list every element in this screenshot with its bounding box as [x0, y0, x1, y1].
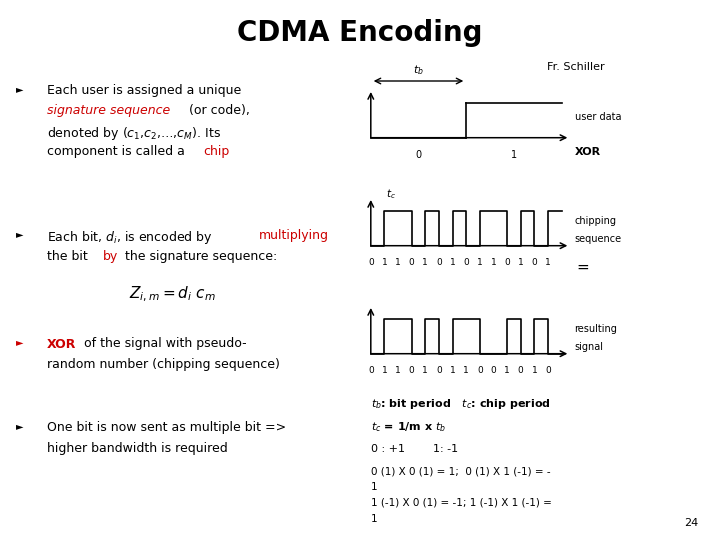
Text: 0: 0 — [436, 366, 442, 375]
Text: 1: 1 — [477, 258, 482, 267]
Text: $t_c$: $t_c$ — [386, 187, 396, 201]
Text: One bit is now sent as multiple bit =>: One bit is now sent as multiple bit => — [47, 421, 286, 434]
Text: 0: 0 — [477, 366, 482, 375]
Text: 1: 1 — [531, 366, 537, 375]
Text: $t_b$: bit period   $t_c$: chip period: $t_b$: bit period $t_c$: chip period — [371, 397, 551, 411]
Text: resulting: resulting — [575, 324, 618, 334]
Text: $t_c$ = 1/m x $t_b$: $t_c$ = 1/m x $t_b$ — [371, 420, 446, 434]
Text: Fr. Schiller: Fr. Schiller — [547, 62, 605, 72]
Text: $Z_{i,m} = d_i\ c_m$: $Z_{i,m} = d_i\ c_m$ — [130, 285, 216, 304]
Text: 0: 0 — [464, 258, 469, 267]
Text: ►: ► — [16, 230, 23, 240]
Text: 1: 1 — [395, 258, 401, 267]
Text: XOR: XOR — [47, 338, 76, 350]
Text: signal: signal — [575, 342, 603, 352]
Text: 0: 0 — [545, 366, 551, 375]
Text: 0 (1) X 0 (1) = 1;  0 (1) X 1 (-1) = -: 0 (1) X 0 (1) = 1; 0 (1) X 1 (-1) = - — [371, 467, 550, 477]
Text: 1 (-1) X 0 (1) = -1; 1 (-1) X 1 (-1) =: 1 (-1) X 0 (1) = -1; 1 (-1) X 1 (-1) = — [371, 498, 552, 508]
Text: 1: 1 — [518, 258, 523, 267]
Text: 0: 0 — [409, 258, 415, 267]
Text: ►: ► — [16, 84, 23, 94]
Text: 0: 0 — [531, 258, 537, 267]
Text: 24: 24 — [684, 518, 698, 528]
Text: 0: 0 — [436, 258, 442, 267]
Text: 0: 0 — [368, 366, 374, 375]
Text: 0 : +1        1: -1: 0 : +1 1: -1 — [371, 443, 458, 454]
Text: ►: ► — [16, 338, 23, 348]
Text: 1: 1 — [504, 366, 510, 375]
Text: ►: ► — [16, 421, 23, 431]
Text: the bit: the bit — [47, 250, 91, 263]
Text: 1: 1 — [545, 258, 551, 267]
Text: Each bit, $d_i$, is encoded by: Each bit, $d_i$, is encoded by — [47, 230, 213, 246]
Text: 1: 1 — [371, 514, 377, 524]
Text: of the signal with pseudo-: of the signal with pseudo- — [80, 338, 246, 350]
Text: random number (chipping sequence): random number (chipping sequence) — [47, 358, 279, 371]
Text: 1: 1 — [395, 366, 401, 375]
Text: 0: 0 — [409, 366, 415, 375]
Text: 0: 0 — [504, 258, 510, 267]
Text: component is called a: component is called a — [47, 145, 189, 158]
Text: signature sequence: signature sequence — [47, 104, 170, 117]
Text: by: by — [103, 250, 118, 263]
Text: 0: 0 — [415, 150, 422, 160]
Text: =: = — [577, 260, 590, 275]
Text: chipping: chipping — [575, 216, 616, 226]
Text: denoted by ($c_1$,$c_2$,…,$c_M$). Its: denoted by ($c_1$,$c_2$,…,$c_M$). Its — [47, 125, 221, 141]
Text: 0: 0 — [518, 366, 523, 375]
Text: XOR: XOR — [575, 147, 600, 158]
Text: multiplying: multiplying — [259, 230, 329, 242]
Text: 1: 1 — [490, 258, 496, 267]
Text: chip: chip — [203, 145, 229, 158]
Text: 1: 1 — [382, 258, 387, 267]
Text: 1: 1 — [450, 258, 456, 267]
Text: user data: user data — [575, 112, 621, 122]
Text: 1: 1 — [371, 482, 377, 492]
Text: 1: 1 — [510, 150, 517, 160]
Text: Each user is assigned a unique: Each user is assigned a unique — [47, 84, 241, 97]
Text: 1: 1 — [423, 366, 428, 375]
Text: the signature sequence:: the signature sequence: — [121, 250, 277, 263]
Text: 1: 1 — [382, 366, 387, 375]
Text: higher bandwidth is required: higher bandwidth is required — [47, 442, 228, 455]
Text: sequence: sequence — [575, 234, 621, 244]
Text: 0: 0 — [490, 366, 496, 375]
Text: 1: 1 — [423, 258, 428, 267]
Text: 1: 1 — [450, 366, 456, 375]
Text: (or code),: (or code), — [185, 104, 250, 117]
Text: 1: 1 — [464, 366, 469, 375]
Text: CDMA Encoding: CDMA Encoding — [238, 19, 482, 47]
Text: $t_b$: $t_b$ — [413, 63, 424, 77]
Text: 0: 0 — [368, 258, 374, 267]
